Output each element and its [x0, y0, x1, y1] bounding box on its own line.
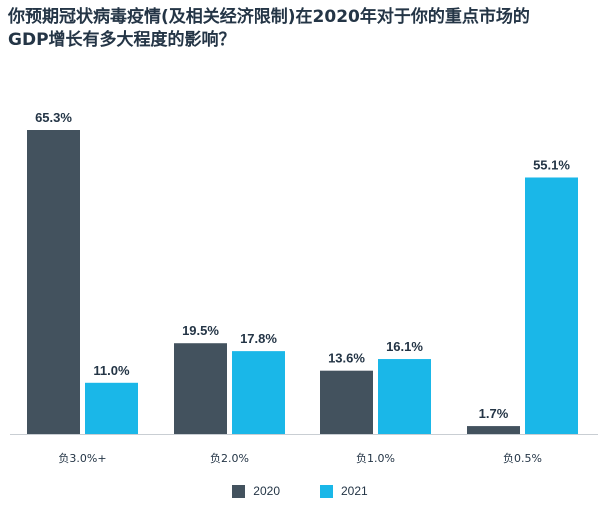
- legend-item-2021: 2021: [320, 481, 368, 501]
- category-label-1: 负2.0%: [210, 451, 249, 465]
- category-label-0: 负3.0%+: [58, 451, 106, 465]
- bar-2021-0: [85, 382, 138, 434]
- bars-layer: [27, 130, 578, 434]
- category-labels-layer: 负3.0%+ 负2.0% 负1.0% 负0.5%: [58, 451, 542, 465]
- bar-chart: 65.3%11.0%19.5%17.8%13.6%16.1%1.7%55.1% …: [10, 110, 598, 465]
- labels-layer: 65.3% 11.0% 19.5% 17.8% 13.6% 16.1% 1.7% 55.1%: [35, 110, 570, 421]
- legend-label-2021: 2021: [341, 484, 368, 498]
- data-label-2020-2: 13.6%: [328, 351, 365, 366]
- data-label-2020-0: 65.3%: [35, 110, 72, 125]
- legend-swatch-2020: [232, 484, 246, 498]
- category-label-3: 负0.5%: [503, 451, 542, 465]
- bar-2021-3: [525, 177, 578, 434]
- legend-item-2020: 2020: [232, 481, 280, 501]
- bar-2020-2: [320, 370, 373, 434]
- legend: 2020 2021: [0, 481, 600, 501]
- chart-title-line-1: 你预期冠状病毒疫情(及相关经济限制)在2020年对于你的重点市场的: [8, 7, 530, 27]
- chart-title: 你预期冠状病毒疫情(及相关经济限制)在2020年对于你的重点市场的 GDP增长有…: [8, 6, 593, 52]
- bar-2021-2: [378, 359, 431, 434]
- data-label-2021-3: 55.1%: [533, 157, 570, 172]
- data-label-2021-1: 17.8%: [240, 331, 277, 346]
- data-label-2021-0: 11.0%: [93, 363, 130, 378]
- data-label-2020-3: 1.7%: [479, 406, 509, 421]
- legend-swatch-2021: [320, 484, 333, 498]
- bar-2020-0: [27, 130, 80, 434]
- bar-2020-1: [174, 343, 227, 434]
- category-label-2: 负1.0%: [356, 451, 395, 465]
- data-label-2021-2: 16.1%: [386, 339, 423, 354]
- bar-2020-3: [467, 426, 520, 434]
- chart-title-line-2: GDP增长有多大程度的影响？: [8, 30, 236, 50]
- legend-label-2020: 2020: [253, 484, 280, 498]
- data-label-2020-1: 19.5%: [182, 323, 219, 338]
- bar-2021-1: [232, 351, 285, 434]
